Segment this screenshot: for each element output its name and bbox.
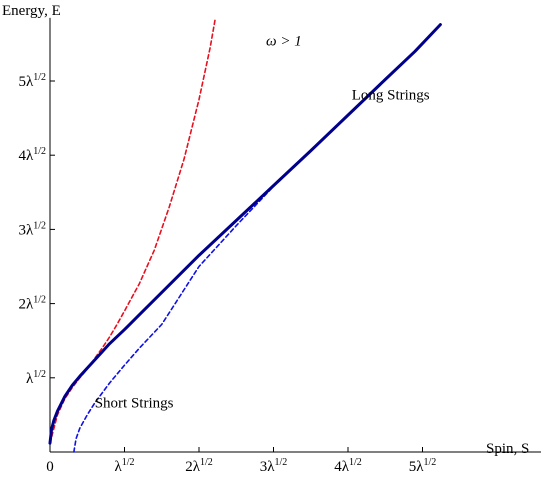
x-tick-label: 2λ1/2 (185, 457, 213, 475)
y-tick-label: λ1/2 (26, 369, 46, 387)
axes (49, 17, 541, 453)
x-axis-label: Spin, S (486, 441, 529, 457)
plot-series (48, 17, 442, 453)
axis-ticks: 0 λ1/2 2λ1/2 3λ1/2 4λ1/2 5λ1/2 λ1/2 2λ1/2 3λ1/2 4… (18, 72, 436, 475)
annotations: ω > 1 Long Strings Short Strings (95, 33, 430, 411)
long-strings-annotation: Long Strings (352, 88, 430, 104)
y-tick-label: 2λ1/2 (18, 295, 46, 313)
series-line-solid (48, 23, 442, 445)
x-tick-label: 0 (46, 459, 54, 475)
omega-annotation: ω > 1 (266, 33, 302, 49)
x-tick-label: 4λ1/2 (334, 457, 362, 475)
series-line-dashed (49, 17, 217, 444)
x-tick-label: 5λ1/2 (409, 457, 437, 475)
x-tick-label: λ1/2 (114, 457, 134, 475)
short-strings-annotation: Short Strings (95, 395, 174, 411)
chart-labels: Energy, E Spin, S (2, 3, 529, 457)
y-tick-label: 3λ1/2 (18, 220, 46, 238)
y-axis-label: Energy, E (2, 3, 61, 19)
y-tick-label: 5λ1/2 (18, 72, 46, 90)
x-tick-label: 3λ1/2 (260, 457, 288, 475)
y-tick-label: 4λ1/2 (18, 146, 46, 164)
